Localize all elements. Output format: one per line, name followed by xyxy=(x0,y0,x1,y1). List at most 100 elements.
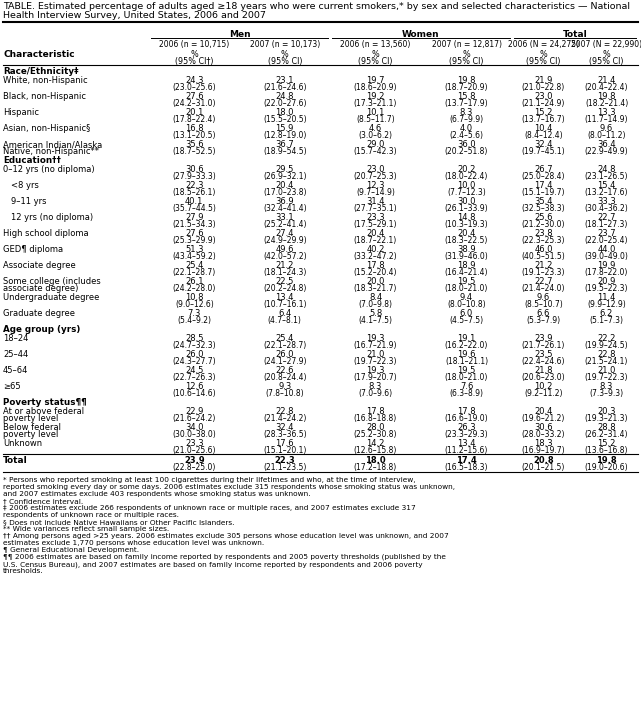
Text: 19.3: 19.3 xyxy=(366,366,385,375)
Text: 18.3: 18.3 xyxy=(534,439,553,448)
Text: (15.7–42.3): (15.7–42.3) xyxy=(354,147,397,156)
Text: 8.3: 8.3 xyxy=(460,108,473,117)
Text: 15.8: 15.8 xyxy=(457,92,476,101)
Text: ¶¶ 2006 estimates are based on family income reported by respondents and 2005 po: ¶¶ 2006 estimates are based on family in… xyxy=(3,554,446,560)
Text: 6.2: 6.2 xyxy=(600,309,613,318)
Text: 36.7: 36.7 xyxy=(276,140,294,149)
Text: 20.1: 20.1 xyxy=(185,108,203,117)
Text: ¶ General Educational Development.: ¶ General Educational Development. xyxy=(3,547,139,553)
Text: 19.1: 19.1 xyxy=(457,334,476,343)
Text: 31.4: 31.4 xyxy=(366,197,385,206)
Text: (16.7–21.9): (16.7–21.9) xyxy=(354,341,397,350)
Text: (7.0–9.6): (7.0–9.6) xyxy=(358,389,392,398)
Text: (20.2–24.8): (20.2–24.8) xyxy=(263,284,306,293)
Text: %: % xyxy=(281,50,288,59)
Text: 23.1: 23.1 xyxy=(276,76,294,85)
Text: 46.0: 46.0 xyxy=(534,245,553,254)
Text: 30.6: 30.6 xyxy=(185,165,204,174)
Text: 8.3: 8.3 xyxy=(369,382,382,391)
Text: (12.6–15.8): (12.6–15.8) xyxy=(354,446,397,455)
Text: (8.5–10.7): (8.5–10.7) xyxy=(524,300,563,309)
Text: 27.9: 27.9 xyxy=(185,213,203,222)
Text: 36.0: 36.0 xyxy=(457,140,476,149)
Text: 21.0: 21.0 xyxy=(597,366,616,375)
Text: 35.4: 35.4 xyxy=(534,197,553,206)
Text: (21.1–24.9): (21.1–24.9) xyxy=(522,99,565,108)
Text: 19.2: 19.2 xyxy=(366,92,385,101)
Text: 18.9: 18.9 xyxy=(457,261,476,270)
Text: (18.3–21.7): (18.3–21.7) xyxy=(354,284,397,293)
Text: %: % xyxy=(603,50,610,59)
Text: (26.2–31.4): (26.2–31.4) xyxy=(585,430,628,439)
Text: (22.1–28.7): (22.1–28.7) xyxy=(263,341,306,350)
Text: 9.6: 9.6 xyxy=(537,293,550,302)
Text: 10.0: 10.0 xyxy=(457,181,476,190)
Text: 36.4: 36.4 xyxy=(597,140,616,149)
Text: 21.9: 21.9 xyxy=(535,76,553,85)
Text: 23.3: 23.3 xyxy=(185,439,204,448)
Text: (18.1–27.3): (18.1–27.3) xyxy=(585,220,628,229)
Text: (26.9–32.1): (26.9–32.1) xyxy=(263,172,306,181)
Text: 6.4: 6.4 xyxy=(278,309,292,318)
Text: 22.8: 22.8 xyxy=(597,350,616,359)
Text: (11.2–15.6): (11.2–15.6) xyxy=(445,446,488,455)
Text: (22.3–25.3): (22.3–25.3) xyxy=(522,236,565,245)
Text: 9.6: 9.6 xyxy=(600,124,613,133)
Text: 27.4: 27.4 xyxy=(276,229,294,238)
Text: 19.8: 19.8 xyxy=(597,92,616,101)
Text: (22.1–28.7): (22.1–28.7) xyxy=(172,268,216,277)
Text: 45–64: 45–64 xyxy=(3,366,28,375)
Text: (21.6–24.2): (21.6–24.2) xyxy=(172,414,216,423)
Text: thresholds.: thresholds. xyxy=(3,568,44,574)
Text: Characteristic: Characteristic xyxy=(3,50,74,59)
Text: 23.5: 23.5 xyxy=(534,350,553,359)
Text: 2006 (n = 10,715): 2006 (n = 10,715) xyxy=(159,40,229,49)
Text: 26.0: 26.0 xyxy=(276,350,294,359)
Text: 23.8: 23.8 xyxy=(534,229,553,238)
Text: reported smoking every day or some days. 2006 estimates exclude 315 respondents : reported smoking every day or some days.… xyxy=(3,484,455,490)
Text: 15.4: 15.4 xyxy=(597,181,616,190)
Text: High school diploma: High school diploma xyxy=(3,229,88,238)
Text: (17.3–21.1): (17.3–21.1) xyxy=(354,99,397,108)
Text: 14.2: 14.2 xyxy=(366,439,385,448)
Text: American Indian/Alaska: American Indian/Alaska xyxy=(3,140,103,149)
Text: 12.6: 12.6 xyxy=(185,382,203,391)
Text: 40.1: 40.1 xyxy=(185,197,203,206)
Text: (13.6–16.8): (13.6–16.8) xyxy=(585,446,628,455)
Text: (24.2–31.0): (24.2–31.0) xyxy=(172,99,216,108)
Text: 2007 (n = 10,173): 2007 (n = 10,173) xyxy=(249,40,320,49)
Text: 16.8: 16.8 xyxy=(185,124,204,133)
Text: (18.6–20.9): (18.6–20.9) xyxy=(354,83,397,92)
Text: (18.5–26.1): (18.5–26.1) xyxy=(172,188,216,197)
Text: Black, non-Hispanic: Black, non-Hispanic xyxy=(3,92,86,101)
Text: 2007 (n = 12,817): 2007 (n = 12,817) xyxy=(431,40,501,49)
Text: U.S. Census Bureau), and 2007 estimates are based on family income reported by r: U.S. Census Bureau), and 2007 estimates … xyxy=(3,561,422,567)
Text: (95% CI): (95% CI) xyxy=(267,57,302,66)
Text: 23.9: 23.9 xyxy=(534,334,553,343)
Text: (21.4–24.2): (21.4–24.2) xyxy=(263,414,306,423)
Text: (17.5–29.1): (17.5–29.1) xyxy=(354,220,397,229)
Text: Some college (includes: Some college (includes xyxy=(3,277,101,286)
Text: 2006 (N = 24,275): 2006 (N = 24,275) xyxy=(508,40,579,49)
Text: 29.5: 29.5 xyxy=(276,165,294,174)
Text: 25.4: 25.4 xyxy=(185,261,203,270)
Text: § Does not include Native Hawaiians or Other Pacific Islanders.: § Does not include Native Hawaiians or O… xyxy=(3,519,235,525)
Text: ** Wide variances reflect small sample sizes.: ** Wide variances reflect small sample s… xyxy=(3,526,169,532)
Text: 15.2: 15.2 xyxy=(535,108,553,117)
Text: TABLE. Estimated percentage of adults aged ≥18 years who were current smokers,* : TABLE. Estimated percentage of adults ag… xyxy=(3,2,630,11)
Text: 10.8: 10.8 xyxy=(185,293,203,302)
Text: 17.4: 17.4 xyxy=(456,456,477,465)
Text: 23.9: 23.9 xyxy=(184,456,204,465)
Text: 21.0: 21.0 xyxy=(366,350,385,359)
Text: 8.4: 8.4 xyxy=(369,293,382,302)
Text: (16.2–22.0): (16.2–22.0) xyxy=(445,341,488,350)
Text: 0–12 yrs (no diploma): 0–12 yrs (no diploma) xyxy=(3,165,95,174)
Text: (17.0–23.8): (17.0–23.8) xyxy=(263,188,306,197)
Text: (95% CI): (95% CI) xyxy=(589,57,624,66)
Text: 24.3: 24.3 xyxy=(185,76,203,85)
Text: (18.1–21.1): (18.1–21.1) xyxy=(445,357,488,366)
Text: (18.0–22.4): (18.0–22.4) xyxy=(445,172,488,181)
Text: 35.6: 35.6 xyxy=(185,140,204,149)
Text: 19.5: 19.5 xyxy=(457,277,476,286)
Text: 26.3: 26.3 xyxy=(457,423,476,432)
